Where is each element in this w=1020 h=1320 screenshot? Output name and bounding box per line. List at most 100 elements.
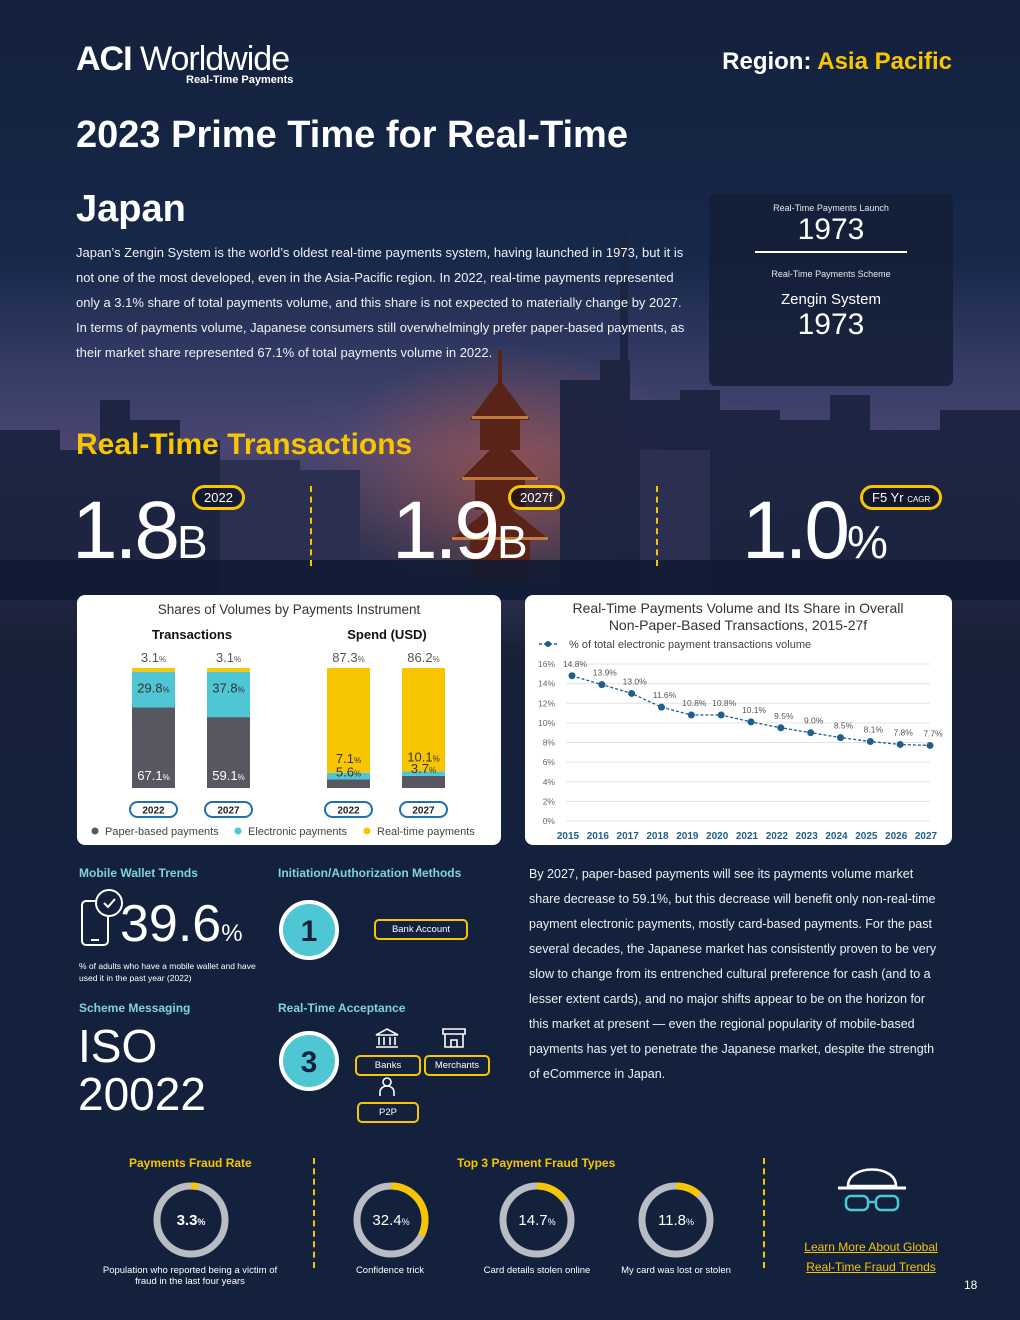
bar-paper-based [207,717,250,788]
region-label: Region: Asia Pacific [722,48,952,76]
y-tick-label: 6% [543,757,556,767]
ring-fill [499,1182,575,1258]
divider [763,1158,765,1268]
mobile-value: 39.6 [120,895,222,953]
data-point [687,711,695,719]
legend-label: Electronic payments [248,826,348,838]
store-icon [442,1028,466,1048]
link-line1: Learn More About Global [804,1240,938,1254]
fraud-trends-link[interactable]: Learn More About Global Real-Time Fraud … [790,1240,952,1274]
acceptance-count-badge: 3 [279,1031,339,1091]
stat-unit: B [497,516,528,568]
data-label: 9.0% [804,716,824,726]
region-value: Asia Pacific [817,48,952,75]
data-label: 10.8% [712,698,737,708]
group-label: Transactions [152,627,232,642]
legend-swatch [234,827,242,835]
legend-swatch [91,827,99,835]
fraud-type-caption: My card was lost or stolen [621,1265,731,1276]
bar-real-time [207,668,250,672]
scheme-name: Zengin System [780,291,882,308]
data-label: 7.8% [893,727,913,737]
data-label: 14.8% [563,659,588,669]
divider [755,251,907,253]
data-label-paper-based: 10.1% [407,749,439,764]
fraud-type-ring: 14.7% [499,1182,575,1258]
data-label: 7.7% [923,728,943,738]
x-tick-label: 2021 [736,831,759,842]
bar-electronic [132,671,175,708]
link-line2: Real-Time Fraud Trends [806,1260,936,1274]
mobile-caption: % of adults who have a mobile wallet and… [79,961,256,983]
logo-tagline: Real-Time Payments [186,74,294,86]
bar-real-time [132,668,175,672]
data-label: 10.8% [682,698,707,708]
x-tick-label: 2016 [587,831,610,842]
data-label-electronic: 29.8% [137,681,169,696]
tag-small: CAGR [907,495,931,504]
page-number: 18 [964,1278,978,1292]
tag-main: F5 Yr [872,490,904,505]
bar-paper-based [327,779,370,788]
count-number: 3 [301,1046,318,1079]
body-copy: By 2027, paper-based payments will see i… [529,867,937,1081]
y-tick-label: 4% [543,777,556,787]
y-tick-label: 16% [538,659,555,669]
city-skyline-image [220,350,710,600]
data-label-electronic: 3.7% [411,761,436,776]
data-point [628,689,636,697]
bar-real-time [402,668,445,772]
data-label: 8.5% [834,721,854,731]
chart-title: Real-Time Payments Volume and Its Share … [573,600,904,616]
fraud-type-ring: 32.4% [353,1182,429,1258]
data-label: 8.1% [864,725,884,735]
scheme-line1: ISO [78,1020,158,1072]
x-tick-label: 2015 [557,831,580,842]
y-tick-label: 8% [543,738,556,748]
data-label-real-time: 87.3% [332,650,364,665]
stat-2022: 1.8B [72,490,208,572]
x-tick-label: 2027 [915,831,938,842]
launch-label: Real-Time Payments Launch [773,203,889,213]
divider [313,1158,315,1268]
fraud-type-ring: 11.8% [638,1182,714,1258]
stat-value: 1.9 [392,485,500,576]
chart-title: Shares of Volumes by Payments Instrument [158,602,421,617]
year-pill [129,801,178,818]
x-tick-label: 2025 [855,831,878,842]
scheme-line2: 20022 [78,1068,206,1120]
data-label-real-time: 3.1% [216,650,241,665]
stat-value: 1.0 [742,485,850,576]
stat-tag: 2022 [192,485,245,510]
group-label: Spend (USD) [347,627,426,642]
mobile-stat: 39.6% [120,898,243,950]
year-label: 2022 [142,806,165,817]
hacker-icon [838,1168,906,1212]
data-point [837,734,844,742]
data-point [807,729,815,737]
country-heading: Japan [76,188,186,230]
chart-title: Non-Paper-Based Transactions, 2015-27f [609,617,867,633]
x-tick-label: 2020 [706,831,729,842]
data-label-paper-based: 59.1% [212,768,244,783]
x-tick-label: 2026 [885,831,908,842]
data-label-real-time: 86.2% [407,650,439,665]
shares-chart: Shares of Volumes by Payments Instrument… [91,602,475,838]
fraud-rate-ring: 3.3% [153,1182,229,1258]
acceptance-chip-merchants: Merchants [424,1055,490,1076]
data-label: 11.6% [653,690,677,700]
ring-value: 11.8% [658,1212,694,1229]
data-label: 13.0% [623,676,648,686]
stat-unit: B [177,516,208,568]
y-tick-label: 14% [538,679,555,689]
data-label-real-time: 3.1% [141,650,166,665]
y-tick-label: 12% [538,698,555,708]
data-point [866,738,874,746]
legend-label: Paper-based payments [105,826,219,838]
year-pill [204,801,253,818]
ring-fill [638,1182,714,1258]
x-tick-label: 2023 [796,831,819,842]
region-prefix: Region: [722,48,812,75]
bar-electronic [327,772,370,780]
y-tick-label: 2% [543,796,556,806]
